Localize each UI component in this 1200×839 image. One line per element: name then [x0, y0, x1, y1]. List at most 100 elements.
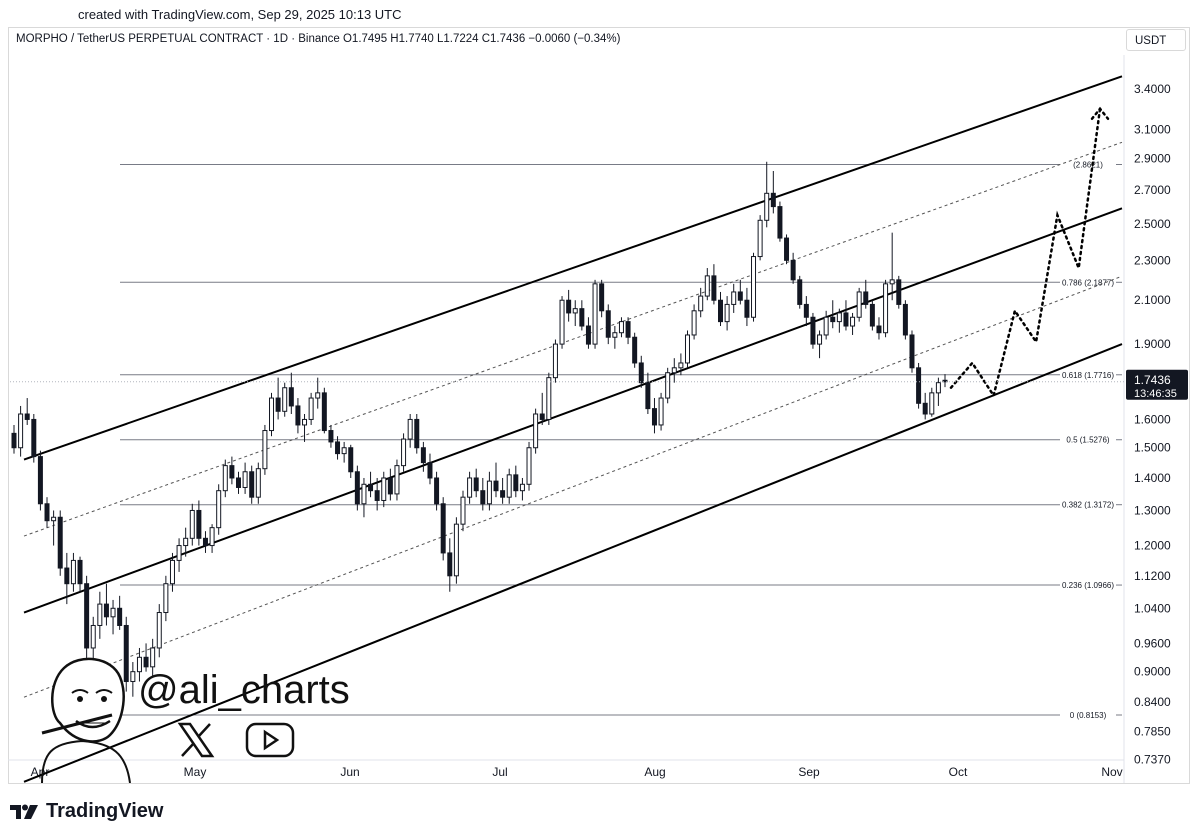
- chart-caption: created with TradingView.com, Sep 29, 20…: [78, 7, 402, 22]
- candle-body-up: [889, 279, 895, 285]
- candle-body-down: [64, 567, 70, 585]
- candle-body-down: [321, 392, 327, 432]
- candle: [823, 310, 829, 340]
- candle: [526, 441, 532, 491]
- candle: [830, 300, 836, 329]
- candle: [863, 279, 869, 309]
- candle: [130, 662, 136, 697]
- candle: [698, 287, 704, 318]
- candle: [645, 372, 651, 414]
- candle: [150, 638, 156, 677]
- time-tick-label: Aug: [644, 765, 665, 779]
- candle: [77, 556, 83, 592]
- candle-body-up: [559, 299, 565, 345]
- candle-body-down: [777, 206, 783, 239]
- price-tick-label: 1.4000: [1134, 471, 1171, 485]
- candle-body-up: [407, 418, 413, 440]
- time-tick-label: Jul: [492, 765, 507, 779]
- price-tick-label: 3.1000: [1134, 122, 1171, 136]
- candle: [275, 377, 281, 420]
- candle-body-up: [592, 283, 598, 345]
- candle-body-down: [335, 441, 341, 455]
- candle-body-up: [836, 312, 842, 323]
- candle-body-down: [44, 503, 50, 522]
- candle-body-down: [275, 397, 281, 412]
- candle-body-down: [651, 408, 657, 426]
- candle: [671, 358, 677, 383]
- candle-body-up: [552, 343, 558, 379]
- candle: [744, 287, 750, 327]
- candle-body-up: [850, 316, 856, 327]
- candle: [770, 170, 776, 214]
- candle: [348, 444, 354, 478]
- tradingview-brand[interactable]: TradingView: [10, 800, 163, 823]
- candle: [288, 372, 294, 414]
- candle-body-down: [447, 552, 453, 577]
- candle: [718, 291, 724, 327]
- candle-body-up: [90, 624, 96, 649]
- candle-body-down: [24, 413, 30, 420]
- candle: [434, 471, 440, 511]
- candle-body-down: [566, 299, 572, 314]
- candle-body-down: [328, 430, 334, 443]
- symbol-info-bar[interactable]: MORPHO / TetherUS PERPETUAL CONTRACT · 1…: [16, 33, 621, 45]
- youtube-icon[interactable]: [244, 718, 296, 762]
- candle-body-up: [156, 612, 162, 649]
- candle: [110, 599, 116, 635]
- author-handle: @ali_charts: [138, 668, 350, 712]
- candle: [394, 459, 400, 501]
- candle-body-down: [942, 379, 948, 383]
- candle-body-up: [282, 387, 288, 412]
- candle: [467, 471, 473, 504]
- price-tick-label: 1.6000: [1134, 412, 1171, 426]
- candle-body-up: [519, 483, 525, 492]
- candle-body-up: [308, 397, 314, 420]
- candle-body-up: [189, 509, 195, 539]
- candle-body-up: [546, 377, 552, 420]
- candle-body-down: [830, 316, 836, 323]
- candle: [453, 517, 459, 584]
- candle: [222, 459, 228, 498]
- candle-body-up: [216, 490, 222, 529]
- candle: [764, 161, 770, 228]
- currency-label[interactable]: USDT: [1126, 29, 1186, 51]
- candle: [559, 296, 565, 349]
- fib-level-label: 0 (0.8153): [1070, 711, 1107, 720]
- candle: [295, 398, 301, 434]
- candle: [189, 503, 195, 546]
- candle: [731, 283, 737, 313]
- candle: [751, 252, 757, 322]
- candle: [315, 377, 321, 409]
- candle-body-up: [176, 545, 182, 561]
- candle: [585, 317, 591, 349]
- candle: [84, 575, 90, 663]
- candle: [440, 497, 446, 561]
- candle-body-up: [262, 430, 268, 470]
- candle: [163, 575, 169, 622]
- candle-body-down: [103, 603, 109, 618]
- candle-body-down: [368, 483, 374, 492]
- candle-body-up: [302, 418, 308, 426]
- candle: [368, 471, 374, 498]
- candle-body-up: [183, 537, 189, 547]
- candle: [651, 398, 657, 434]
- candle: [460, 490, 466, 532]
- projection-arrowhead: [1090, 106, 1110, 121]
- x-logo-icon[interactable]: [174, 718, 218, 762]
- candle-body-down: [539, 413, 545, 420]
- candle-body-up: [526, 447, 532, 485]
- candle-body-down: [645, 382, 651, 410]
- price-tick-label: 1.2000: [1134, 539, 1171, 553]
- candle: [447, 538, 453, 592]
- candle: [678, 353, 684, 376]
- candle-body-up: [929, 392, 935, 415]
- candle-body-down: [11, 432, 17, 449]
- candle: [176, 538, 182, 572]
- candle: [506, 468, 512, 504]
- candle-body-down: [718, 299, 724, 323]
- candle-body-up: [612, 332, 618, 338]
- candle: [183, 527, 189, 557]
- candle: [784, 234, 790, 265]
- candle-body-up: [110, 607, 116, 618]
